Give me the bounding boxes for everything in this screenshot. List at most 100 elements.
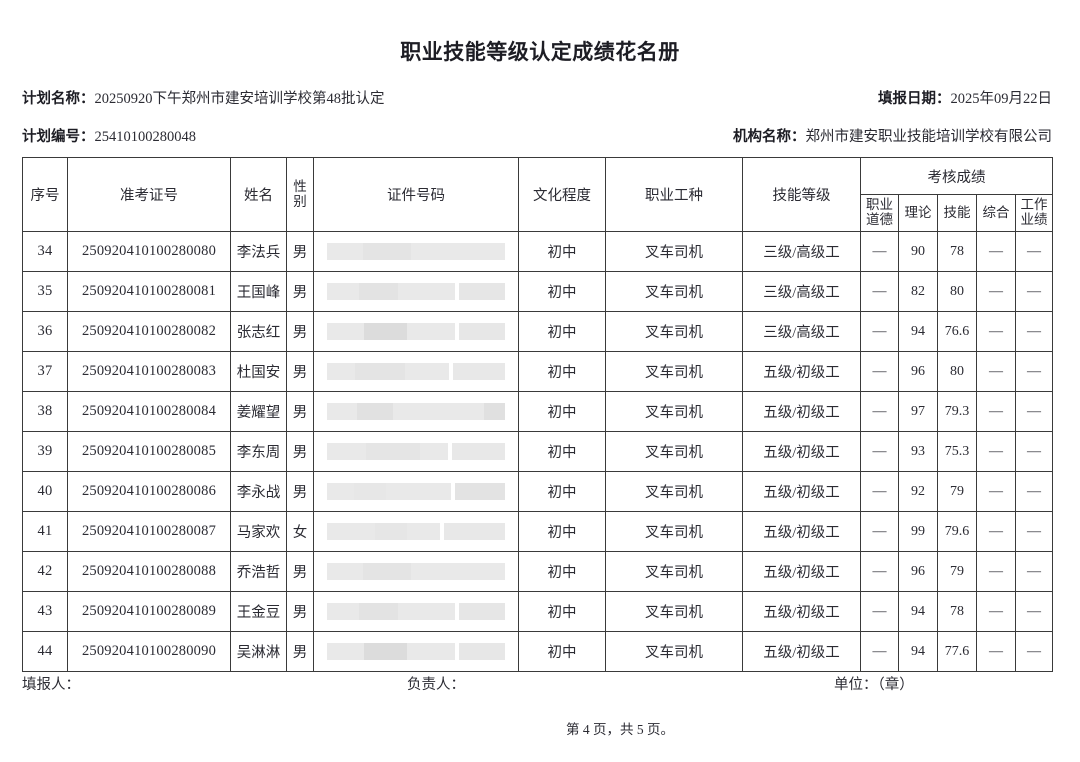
cell-skill-level: 三级/高级工 <box>742 271 861 312</box>
responsible-label: 负责人： <box>407 677 465 693</box>
col-header-skill: 技能 <box>937 194 977 232</box>
cell-seq: 36 <box>22 311 68 352</box>
cell-performance: — <box>1014 471 1054 512</box>
cell-name: 姜耀望 <box>230 391 287 432</box>
cell-performance: — <box>1014 351 1054 392</box>
cell-performance: — <box>1014 231 1054 272</box>
cell-theory: 94 <box>898 631 938 672</box>
cell-performance: — <box>1014 591 1054 632</box>
page-number: 第 4 页，共 5 页。 <box>566 722 674 737</box>
cell-gender: 男 <box>286 231 314 272</box>
col-header-occupation: 职业工种 <box>605 157 743 232</box>
cell-name: 李东周 <box>230 431 287 472</box>
col-header-education: 文化程度 <box>518 157 606 232</box>
cell-theory: 96 <box>898 551 938 592</box>
cell-comprehensive: — <box>976 391 1016 432</box>
plan-no-label: 计划编号： <box>22 129 95 145</box>
cell-education: 初中 <box>518 431 606 472</box>
cell-comprehensive: — <box>976 511 1016 552</box>
cell-ethics: — <box>860 591 899 632</box>
org-name-value: 郑州市建安职业技能培训学校有限公司 <box>805 129 1053 145</box>
cell-seq: 35 <box>22 271 68 312</box>
cell-occupation: 叉车司机 <box>605 231 743 272</box>
cell-theory: 99 <box>898 511 938 552</box>
cell-skill-level: 五级/初级工 <box>742 351 861 392</box>
cell-ethics: — <box>860 511 899 552</box>
cell-education: 初中 <box>518 351 606 392</box>
cell-occupation: 叉车司机 <box>605 351 743 392</box>
cell-gender: 男 <box>286 551 314 592</box>
redaction-block <box>327 643 505 660</box>
cell-seq: 38 <box>22 391 68 432</box>
cell-education: 初中 <box>518 631 606 672</box>
cell-gender: 男 <box>286 591 314 632</box>
cell-ethics: — <box>860 471 899 512</box>
cell-education: 初中 <box>518 551 606 592</box>
cell-education: 初中 <box>518 271 606 312</box>
cell-id-no-redacted <box>313 431 519 472</box>
cell-theory: 92 <box>898 471 938 512</box>
cell-skill: 78 <box>937 231 977 272</box>
cell-seq: 43 <box>22 591 68 632</box>
cell-seq: 42 <box>22 551 68 592</box>
cell-performance: — <box>1014 511 1054 552</box>
cell-education: 初中 <box>518 471 606 512</box>
cell-skill-level: 五级/初级工 <box>742 391 861 432</box>
cell-id-no-redacted <box>313 311 519 352</box>
table-row: 38 250920410100280084 姜耀望男初中 叉车司机 五级/初级工 —97 7… <box>22 391 1054 432</box>
col-header-gender: 性别 <box>286 157 314 232</box>
cell-gender: 男 <box>286 631 314 672</box>
cell-skill: 78 <box>937 591 977 632</box>
col-header-skill-level: 技能等级 <box>742 157 861 232</box>
cell-skill-level: 五级/初级工 <box>742 591 861 632</box>
cell-gender: 男 <box>286 391 314 432</box>
cell-skill: 79 <box>937 551 977 592</box>
org-name-field: 机构名称：郑州市建安职业技能培训学校有限公司 <box>733 126 1052 148</box>
cell-skill: 80 <box>937 351 977 392</box>
cell-ticket-no: 250920410100280083 <box>67 351 231 392</box>
roster-table: 序号 准考证号 姓名 性别 证件号码 文化程度 职业工种 技能等级 考核成绩 职… <box>22 157 1054 672</box>
cell-ethics: — <box>860 351 899 392</box>
cell-skill: 80 <box>937 271 977 312</box>
cell-ticket-no: 250920410100280089 <box>67 591 231 632</box>
col-header-ticket-no: 准考证号 <box>67 157 231 232</box>
redaction-block <box>327 363 505 380</box>
cell-seq: 41 <box>22 511 68 552</box>
cell-seq: 34 <box>22 231 68 272</box>
cell-education: 初中 <box>518 591 606 632</box>
cell-comprehensive: — <box>976 471 1016 512</box>
redaction-block <box>327 483 505 500</box>
cell-theory: 90 <box>898 231 938 272</box>
cell-comprehensive: — <box>976 631 1016 672</box>
table-row: 35 250920410100280081 王国峰男初中 叉车司机 三级/高级工 —82 8… <box>22 271 1054 312</box>
page-title: 职业技能等级认定成绩花名册 <box>400 40 680 64</box>
cell-ticket-no: 250920410100280085 <box>67 431 231 472</box>
cell-performance: — <box>1014 631 1054 672</box>
cell-performance: — <box>1014 391 1054 432</box>
cell-skill-level: 五级/初级工 <box>742 511 861 552</box>
col-header-comprehensive: 综合 <box>976 194 1016 232</box>
cell-skill: 77.6 <box>937 631 977 672</box>
col-header-scores-group: 考核成绩 <box>859 157 1054 195</box>
cell-ethics: — <box>860 391 899 432</box>
table-header-row-2: 职业 道德 理论 技能 综合 工作 业绩 <box>23 194 1054 232</box>
cell-name: 李永战 <box>230 471 287 512</box>
table-row: 40 250920410100280086 李永战男初中 叉车司机 五级/初级工 —92 7… <box>22 471 1054 512</box>
table-header: 序号 准考证号 姓名 性别 证件号码 文化程度 职业工种 技能等级 考核成绩 职… <box>22 157 1054 232</box>
plan-name-value: 20250920下午郑州市建安培训学校第48批认定 <box>94 91 385 107</box>
cell-ethics: — <box>860 551 899 592</box>
cell-performance: — <box>1014 311 1054 352</box>
cell-comprehensive: — <box>976 351 1016 392</box>
cell-ticket-no: 250920410100280084 <box>67 391 231 432</box>
cell-occupation: 叉车司机 <box>605 631 743 672</box>
cell-skill-level: 五级/初级工 <box>742 471 861 512</box>
cell-ticket-no: 250920410100280081 <box>67 271 231 312</box>
table-header-row-1: 序号 准考证号 姓名 性别 证件号码 文化程度 职业工种 技能等级 考核成绩 <box>22 157 1054 232</box>
cell-ticket-no: 250920410100280080 <box>67 231 231 272</box>
cell-theory: 82 <box>898 271 938 312</box>
cell-name: 李法兵 <box>230 231 287 272</box>
cell-ticket-no: 250920410100280090 <box>67 631 231 672</box>
cell-id-no-redacted <box>313 631 519 672</box>
cell-performance: — <box>1014 431 1054 472</box>
